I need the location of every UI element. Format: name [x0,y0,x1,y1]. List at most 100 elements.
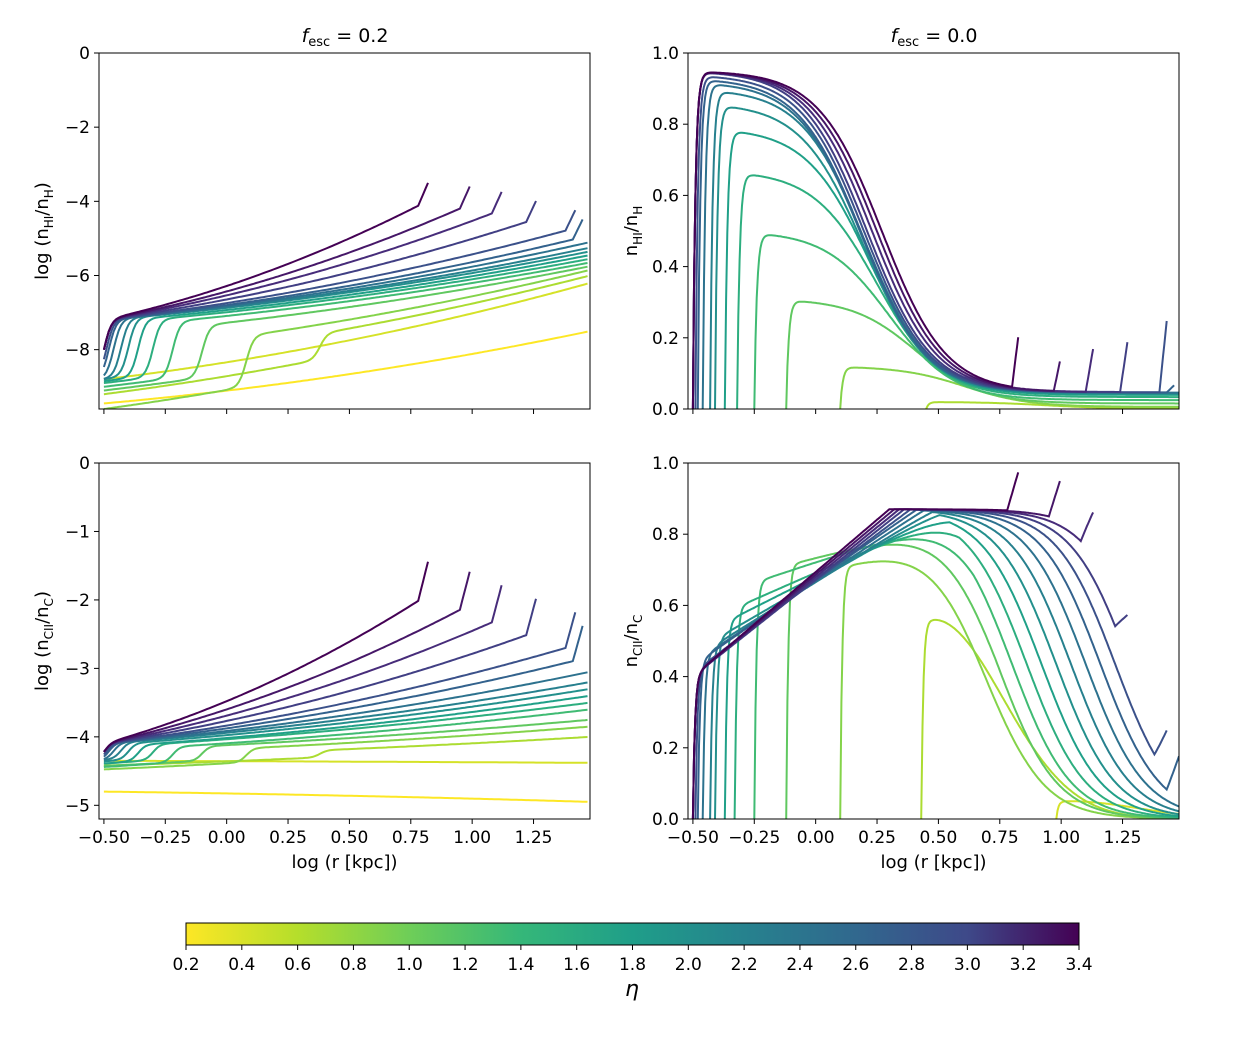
series-line [839,560,1179,819]
series-line [103,681,588,761]
y-tick-label: 0 [79,44,90,64]
y-tick-label: 0.6 [652,596,679,616]
colorbar-tick-label: 1.2 [452,955,479,975]
series-line [102,191,503,350]
colorbar-tick-label: 1.4 [507,955,534,975]
colorbar-tick-label: 0.4 [228,955,255,975]
series-lines [102,182,588,409]
y-tick-label: 0.2 [652,739,679,759]
y-tick-label: 0.2 [652,329,679,349]
series-line [102,182,429,350]
series-line [103,708,588,768]
y-tick-label: 0.6 [652,186,679,206]
series-lines [103,561,588,803]
axes-frame [98,52,591,410]
title-left: fesc = 0.2 [302,25,389,50]
colorbar-tick-label: 2.6 [842,955,869,975]
series-line [694,508,1168,819]
y-axis-label: nHI/nH [621,206,645,257]
x-tick-label: 0.50 [330,828,368,848]
x-axis-label: log (r [kpc]) [291,852,397,873]
y-tick-label: 0.0 [652,400,679,420]
series-line [723,521,1179,819]
x-tick-label: 1.25 [1104,828,1142,848]
colorbar-tick-label: 2.8 [898,955,925,975]
y-axis-label: nCII/nC [621,615,645,668]
colorbar-tick-label: 2.0 [675,955,702,975]
series-line [103,612,577,756]
y-tick-label: −2 [65,118,90,138]
colorbar-ticks: 0.2 0.4 0.6 0.8 1.0 1.2 1.4 1.6 1.8 2.0 2.2 2.4 2.6 2… [172,945,1093,975]
y-tick-label: −4 [65,192,90,212]
x-tick-label: 1.25 [515,828,553,848]
y-tick-label: −2 [65,591,90,611]
series-line [691,72,1129,409]
series-line [103,262,588,388]
series-line [701,84,1179,409]
series-line [103,695,588,765]
y-tick-label: 0.4 [652,258,679,278]
series-line [103,725,588,771]
panel-bottom-right: 0.0 0.2 0.4 0.6 0.8 1.0 −0.50 −0.25 0.00 0.25 0.50… [621,454,1180,873]
series-line [714,514,1179,819]
colorbar-label: η [625,977,639,1002]
x-tick-label: −0.25 [139,828,191,848]
colorbar-tick-label: 3.4 [1065,955,1092,975]
x-tick-label: 0.50 [919,828,957,848]
axes-frame [687,462,1180,820]
y-tick-label: −8 [65,341,90,361]
series-line [103,718,588,767]
series-line [103,247,588,380]
y-tick-label: −1 [65,522,90,542]
series-line [102,186,471,350]
series-line [102,218,584,368]
panel-top-right: 0.0 0.2 0.4 0.6 0.8 1.0 nHI/nH [621,44,1180,420]
colorbar-tick-label: 1.8 [619,955,646,975]
series-line [103,625,584,758]
series-line [103,585,503,753]
x-tick-label: 0.00 [208,828,246,848]
y-tick-label: −6 [65,267,90,287]
colorbar-tick-label: 1.6 [563,955,590,975]
series-line [103,671,588,761]
series-line [103,330,588,405]
series-line [103,790,588,803]
colorbar-tick-label: 0.6 [284,955,311,975]
colorbar-gradient [185,922,1080,946]
y-tick-label: −5 [65,796,90,816]
x-tick-label: 0.75 [392,828,430,848]
x-axis-label: log (r [kpc]) [880,852,986,873]
x-tick-label: 1.00 [1042,828,1080,848]
series-line [925,401,1179,409]
colorbar-tick-label: 0.8 [340,955,367,975]
x-tick-label: 0.25 [858,828,896,848]
y-tick-label: −4 [65,728,90,748]
y-tick-label: 0.0 [652,810,679,830]
series-line [103,265,588,392]
axes-frame [687,52,1180,410]
series-line [691,71,1020,409]
y-tick-label: −3 [65,659,90,679]
colorbar: 0.2 0.4 0.6 0.8 1.0 1.2 1.4 1.6 1.8 2.0 2.2 2.4 2.6 2… [172,922,1093,1002]
series-line [103,282,588,381]
series-line [103,561,429,753]
y-tick-label: 1.0 [652,44,679,64]
series-line [691,72,1095,409]
series-line [691,472,1020,819]
y-tick-label: 1.0 [652,454,679,474]
x-tick-label: 0.25 [269,828,307,848]
series-line [102,209,577,360]
y-tick-label: 0.8 [652,525,679,545]
title-right: fesc = 0.0 [891,25,978,50]
series-line [102,200,537,350]
x-tick-label: −0.50 [78,828,130,848]
series-line [736,174,1179,409]
x-tick-label: 0.00 [797,828,835,848]
x-tick-label: 0.75 [981,828,1019,848]
colorbar-tick-label: 2.2 [731,955,758,975]
panel-top-left: 0 −2 −4 −6 −8 log (nHI/nH) [32,44,591,414]
colorbar-tick-label: 2.4 [786,955,813,975]
y-tick-label: 0.4 [652,668,679,688]
colorbar-tick-label: 3.2 [1010,955,1037,975]
